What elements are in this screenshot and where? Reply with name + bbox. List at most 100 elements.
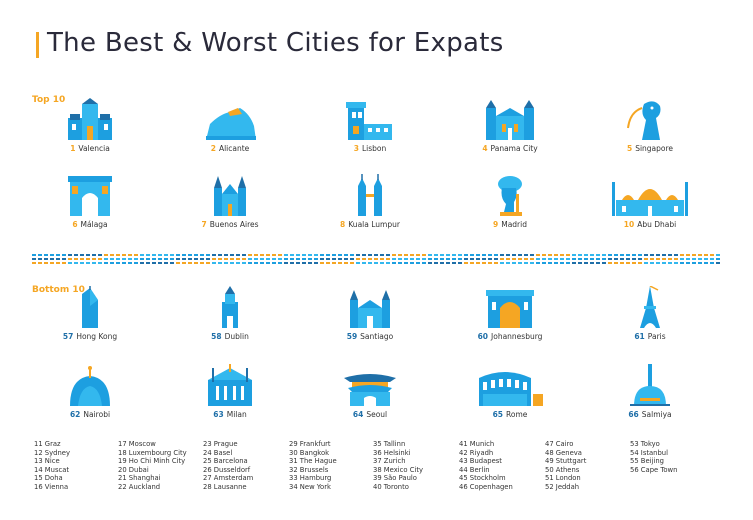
divider-dash [104,262,108,264]
divider-dash [212,258,216,260]
divider-dash [416,262,420,264]
divider-dash [302,262,306,264]
rank-list-item: 24 Basel [203,448,233,457]
divider-dash [650,262,654,264]
divider-dash [692,262,696,264]
rank-list-item: 14 Muscat [34,465,70,474]
divider-dash [182,254,186,256]
divider-dash [38,254,42,256]
divider-dash [704,258,708,260]
rank-list-item: 32 Brussels [289,465,329,474]
rank-list-item: 46 Copenhagen [459,482,513,491]
divider-dash [86,262,90,264]
divider-dash [566,258,570,260]
divider-dash [626,258,630,260]
divider-dash [230,262,234,264]
divider-dash [32,254,36,256]
divider-dash [590,254,594,256]
divider-dash [332,258,336,260]
divider-dash [278,262,282,264]
divider-dash [350,258,354,260]
divider-dash [92,258,96,260]
divider-dash [68,258,72,260]
divider-dash [674,254,678,256]
divider-dash [272,258,276,260]
divider-dash [482,254,486,256]
divider-dash [326,258,330,260]
divider-dash [368,254,372,256]
divider-dash [710,258,714,260]
divider-dash [164,258,168,260]
divider-dash [272,262,276,264]
rank-list-item: 26 Dusseldorf [203,465,251,474]
top-10-label: Top 10 [32,95,66,105]
divider-dash [656,254,660,256]
divider-dash [176,262,180,264]
divider-dash [644,254,648,256]
divider-dash [554,258,558,260]
divider-dash [620,262,624,264]
divider-dash [248,254,252,256]
divider-dash [62,262,66,264]
divider-dash [608,262,612,264]
rank-list-item: 33 Hamburg [289,474,332,483]
divider-dash [542,258,546,260]
city-johannesburg: 60 Johannesburg [440,286,580,341]
divider-dash [260,254,264,256]
rank-list-item: 27 Amsterdam [203,474,254,483]
milan-cathedral-icon [208,364,252,406]
divider-dash [110,258,114,260]
divider-dash [152,258,156,260]
rank-list-item: 15 Doha [34,474,63,483]
divider-dash [416,254,420,256]
divider-dash [518,254,522,256]
divider-dash [656,262,660,264]
divider-dash [458,258,462,260]
divider-dash [632,254,636,256]
divider-dash [158,258,162,260]
divider-dash [290,258,294,260]
divider-dash [188,258,192,260]
divider-dash [458,262,462,264]
divider-dash [296,262,300,264]
divider-dash [446,254,450,256]
divider-dash [578,258,582,260]
divider-dash [56,258,60,260]
divider-dash [164,254,168,256]
city-nairobi: 62 Nairobi [20,364,160,419]
divider-dash [404,262,408,264]
divider-dash [152,254,156,256]
divider-dash [458,254,462,256]
divider-dash [272,254,276,256]
rank-list-item: 37 Zurich [373,457,406,466]
divider-dash [374,254,378,256]
divider-dash [62,258,66,260]
petronas-towers-icon [358,174,382,216]
rank-list-item: 30 Bangkok [289,448,330,457]
divider-dash [404,258,408,260]
rank-list-column-4: 29 Frankfurt 30 Bangkok 31 The Hague 32 Bru… [289,440,337,492]
city-seoul: 64 Seoul [300,364,440,419]
divider-dash [584,262,588,264]
divider-dash [128,262,132,264]
divider-dash [548,254,552,256]
santiago-cathedral-icon [350,290,390,328]
divider-dash [536,258,540,260]
divider-dash [506,262,510,264]
divider-dash [578,254,582,256]
divider-dash [452,262,456,264]
divider-dash [494,262,498,264]
colosseum-icon [479,372,543,406]
divider-dash [578,262,582,264]
rank-list-item: 55 Beijing [630,457,664,466]
divider-dash [32,262,36,264]
divider-dash [686,254,690,256]
buenos-aires-church-icon [214,176,246,216]
divider-dash [320,258,324,260]
madrid-bear-statue-icon [498,176,522,216]
divider-dash [518,262,522,264]
divider-dash [590,258,594,260]
divider-dash [560,258,564,260]
city-hong-kong: 57 Hong Kong [20,286,160,341]
divider-dash [644,258,648,260]
